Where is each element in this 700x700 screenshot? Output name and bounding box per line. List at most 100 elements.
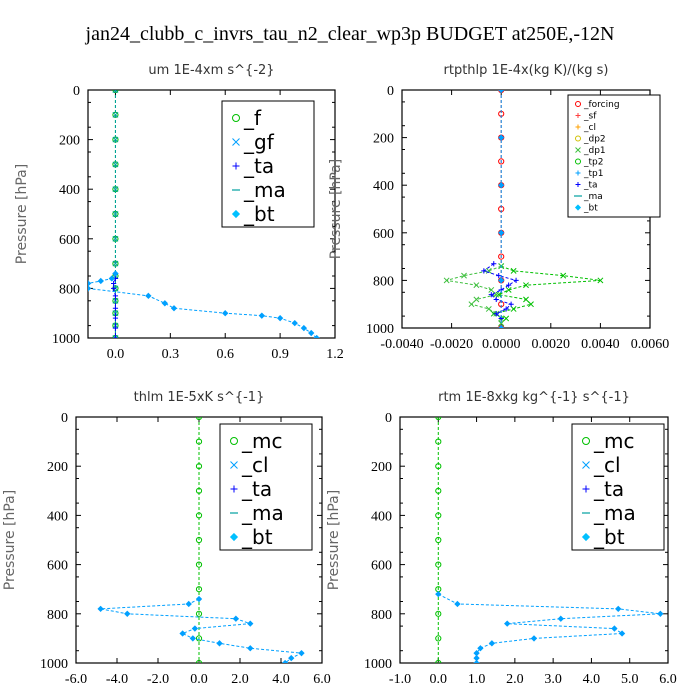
legend-label: _bt xyxy=(241,525,273,549)
data-point xyxy=(112,315,119,321)
data-point xyxy=(112,186,119,193)
legend-label: _dp2 xyxy=(583,135,606,145)
data-point xyxy=(503,306,509,312)
x-tick-label: 0.0 xyxy=(107,347,125,362)
x-tick-label: -4.0 xyxy=(106,672,128,687)
data-point xyxy=(473,659,480,663)
data-point xyxy=(124,610,131,617)
data-point xyxy=(195,463,203,470)
legend-marker xyxy=(229,532,239,542)
data-point xyxy=(495,291,502,298)
data-point xyxy=(498,90,505,94)
legend-label: _mc xyxy=(241,429,282,453)
data-point xyxy=(195,512,203,519)
legend-label: _bt xyxy=(243,202,275,226)
legend-label: _gf xyxy=(243,130,275,154)
data-point xyxy=(195,487,203,494)
data-point xyxy=(510,306,517,312)
legend-marker xyxy=(232,114,240,122)
data-point xyxy=(435,635,442,642)
data-point xyxy=(112,260,119,267)
data-point xyxy=(435,536,442,544)
data-point xyxy=(493,296,499,303)
y-tick-label: 400 xyxy=(371,509,392,524)
data-point xyxy=(300,324,308,332)
data-point xyxy=(498,277,505,284)
chart-panel-4: rtm 1E-8xkg kg^{-1} s^{-1} Pressure [hPa]… xyxy=(326,390,677,687)
data-point xyxy=(170,305,178,312)
data-point xyxy=(508,301,514,307)
data-point xyxy=(488,292,494,298)
data-point xyxy=(112,270,119,277)
legend: _mc_cl_ta_ma_bt xyxy=(219,423,313,551)
data-point xyxy=(195,635,203,642)
legend-box xyxy=(219,423,313,551)
data-point xyxy=(111,285,117,291)
legend-marker xyxy=(575,135,581,142)
data-point xyxy=(505,286,512,293)
x-tick-label: 6.0 xyxy=(659,672,677,687)
legend-label: _cl xyxy=(241,453,269,477)
data-point xyxy=(189,635,197,642)
data-point xyxy=(557,615,564,622)
data-point xyxy=(488,286,495,293)
data-point xyxy=(504,620,511,627)
data-point xyxy=(611,625,618,632)
x-tick-label: -0.0040 xyxy=(380,337,423,352)
legend-label: _ta xyxy=(243,154,274,178)
legend-box xyxy=(221,100,315,228)
data-point xyxy=(528,301,534,308)
chart-panel-2: rtpthlp 1E-4x(kg K)/(kg s) Pressure [hPa]… xyxy=(328,63,669,352)
data-point xyxy=(112,335,119,338)
legend-marker xyxy=(230,437,238,445)
legend-label: _tp1 xyxy=(583,169,603,179)
data-point xyxy=(496,273,502,279)
y-tick-label: 200 xyxy=(373,132,394,147)
x-tick-label: 0.6 xyxy=(216,347,234,362)
y-tick-label: 1000 xyxy=(52,332,80,347)
x-tick-label: 0.9 xyxy=(271,347,289,362)
plot-frame xyxy=(87,89,336,339)
legend-marker xyxy=(574,204,582,211)
data-point xyxy=(443,277,450,284)
legend-label: _bt xyxy=(593,525,625,549)
data-point xyxy=(498,324,505,328)
series-line-tp2 xyxy=(492,265,601,324)
x-tick-label: 0.0 xyxy=(190,672,208,687)
x-tick-label: -0.0020 xyxy=(430,337,473,352)
legend-label: _ma xyxy=(243,178,286,202)
chart-panel-3: thlm 1E-5xK s^{-1} Pressure [hPa] 0 200 400 6… xyxy=(2,390,331,687)
legend-label: _tp2 xyxy=(583,158,603,168)
data-point xyxy=(195,586,203,593)
x-tick-label: 2.0 xyxy=(506,672,524,687)
data-point xyxy=(258,312,265,319)
data-point xyxy=(493,311,499,317)
y-axis-label: Pressure [hPa] xyxy=(14,164,30,264)
data-point xyxy=(112,161,119,168)
legend-label: _ma xyxy=(241,501,284,525)
data-point xyxy=(498,229,505,236)
x-tick-label: 0.0020 xyxy=(532,337,571,352)
legend-marker xyxy=(231,209,241,219)
data-point xyxy=(491,261,497,267)
data-point xyxy=(179,630,186,637)
data-point xyxy=(88,285,92,292)
data-point xyxy=(435,610,442,617)
data-point xyxy=(485,267,492,274)
y-tick-label: 0 xyxy=(73,84,80,99)
data-point xyxy=(112,335,119,338)
data-point xyxy=(485,306,492,312)
series-line-bt xyxy=(100,598,304,663)
data-point xyxy=(276,314,284,322)
data-point xyxy=(88,280,92,287)
y-tick-label: 400 xyxy=(59,183,80,198)
legend-label: _cl xyxy=(583,123,596,133)
data-point xyxy=(112,235,119,242)
y-tick-label: 200 xyxy=(59,134,80,149)
legend-marker xyxy=(575,147,581,153)
data-point xyxy=(195,561,203,568)
panel-title: thlm 1E-5xK s^{-1} xyxy=(134,390,265,405)
x-tick-label: 5.0 xyxy=(621,672,639,687)
x-tick-label: 1.2 xyxy=(326,347,344,362)
